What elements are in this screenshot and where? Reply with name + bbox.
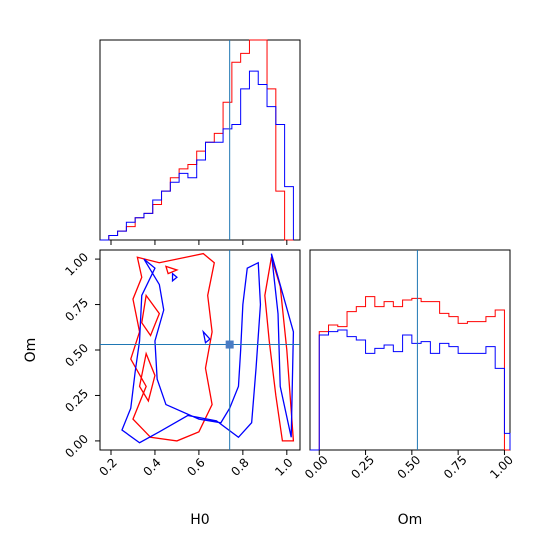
Om_hist-series-blue <box>310 329 511 451</box>
contour-ytick-label-4: 1.00 <box>62 250 91 279</box>
contour-red-3 <box>138 351 156 403</box>
contour-red-0 <box>130 252 215 442</box>
contour-ytick-label-0: 0.00 <box>62 432 91 461</box>
contour-xtick-label-4: 1.0 <box>272 455 295 478</box>
contour-lines <box>121 252 295 444</box>
om-hist-xtick-label-3: 0.75 <box>441 453 470 482</box>
contour-blue-3 <box>171 272 178 283</box>
contour-ytick-label-3: 0.75 <box>62 295 91 324</box>
om-hist-xtick-label-4: 1.00 <box>487 453 516 482</box>
contour-red-2 <box>141 293 161 337</box>
h0-om-contour <box>100 250 300 450</box>
truth-marker <box>225 340 234 349</box>
tick-group: 0.2 0.4 0.6 0.8 1.0 0.00 0.25 0.50 0.75 1.00 0.00 0… <box>62 240 516 482</box>
h0-histogram <box>100 39 294 241</box>
x-axis-label-om: Om <box>398 512 423 528</box>
h0-hist-frame <box>99 39 301 241</box>
x-axis-label-h0: H0 <box>190 512 209 528</box>
contour-xtick-label-0: 0.2 <box>96 455 119 478</box>
contour-ytick-label-2: 0.50 <box>62 341 91 370</box>
om-hist-xtick-label-2: 0.50 <box>395 453 424 482</box>
H0_hist-series-blue <box>100 70 294 241</box>
contour-xtick-label-2: 0.6 <box>184 455 207 478</box>
contour-xtick-label-3: 0.8 <box>228 455 251 478</box>
contour-xtick-label-1: 0.4 <box>140 455 163 478</box>
contour-red-4 <box>164 265 179 275</box>
contour-blue-0 <box>121 258 262 444</box>
y-axis-label-om: Om <box>23 338 39 363</box>
H0_hist-series-red <box>100 39 294 241</box>
om-hist-xtick-label-0: 0.00 <box>302 453 331 482</box>
contour-blue-2 <box>202 329 211 344</box>
om-hist-frame <box>309 249 511 451</box>
contour-red-1 <box>264 257 295 442</box>
contour-blue-1 <box>270 253 295 438</box>
Om_hist-series-red <box>310 296 510 451</box>
contour-ytick-label-1: 0.25 <box>62 386 91 415</box>
om-hist-xtick-label-1: 0.25 <box>348 453 377 482</box>
om-histogram <box>310 250 511 451</box>
